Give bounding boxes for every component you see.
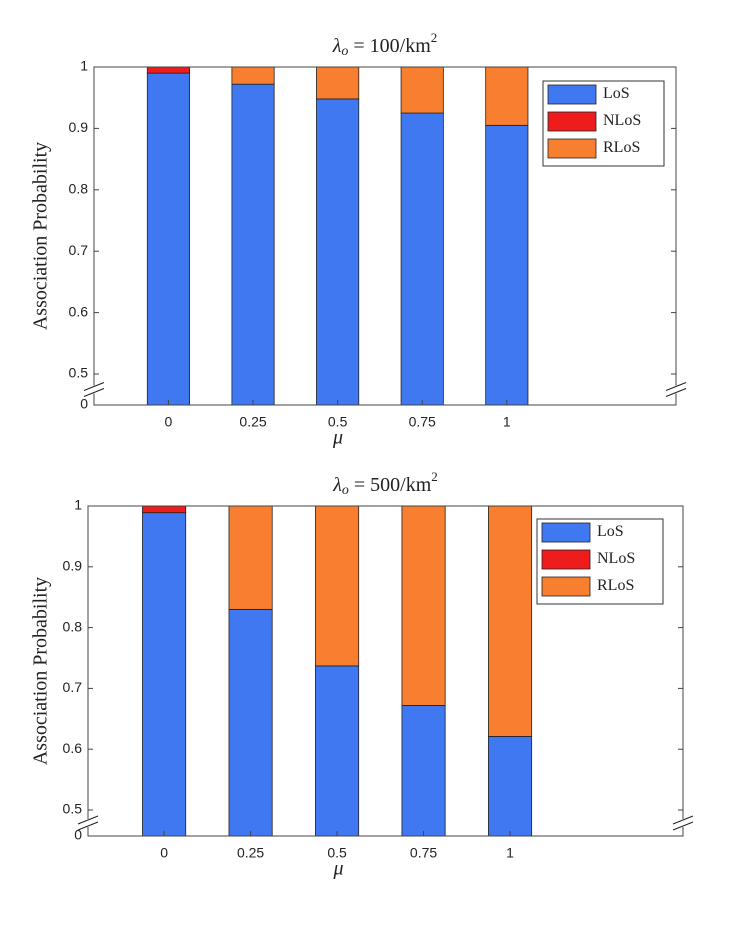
y-tick-label: 0.6 <box>63 740 83 756</box>
title-subscript: o <box>341 44 348 59</box>
x-axis-label: μ <box>332 858 343 880</box>
title-symbol: λ <box>332 474 342 496</box>
y-tick-label: 0.8 <box>69 181 89 197</box>
x-tick-label: 1 <box>506 845 514 861</box>
x-tick-label: 0.75 <box>410 845 437 861</box>
y-tick-label: 0.8 <box>63 618 83 634</box>
legend-swatch <box>547 84 597 105</box>
bar-segment <box>231 83 275 406</box>
plot-frame <box>93 66 677 406</box>
y-tick-label: 1 <box>74 497 82 513</box>
x-tick-label: 0.5 <box>328 414 348 430</box>
x-tick-label: 0.25 <box>237 845 264 861</box>
x-tick-label: 0.5 <box>327 845 347 861</box>
bar-segment <box>401 505 446 706</box>
axis-break-mark <box>665 388 687 397</box>
axis-break-mark <box>665 382 687 391</box>
legend-swatch <box>541 576 591 597</box>
axis-break-gap <box>673 385 679 394</box>
bar-segment <box>146 72 190 406</box>
y-tick-label: 0.7 <box>69 242 89 258</box>
axis-break-mark <box>77 821 99 831</box>
bar-segment <box>228 608 273 837</box>
axis-break-gap <box>680 819 686 827</box>
bar-segment <box>488 505 533 737</box>
axis-break-gap <box>91 385 97 394</box>
y-tick-label: 0 <box>74 827 82 843</box>
y-tick-label: 0.6 <box>69 303 89 319</box>
bar-segment <box>400 112 444 406</box>
legend-swatch <box>547 138 597 159</box>
y-axis-label: Association Probability <box>30 142 52 330</box>
bar-segment <box>485 124 529 406</box>
x-tick-label: 1 <box>503 414 511 430</box>
legend-label: LoS <box>603 85 630 102</box>
legend-swatch <box>547 111 597 132</box>
y-axis-label: Association Probability <box>30 577 52 765</box>
axis-break-mark <box>83 388 105 397</box>
legend-swatch <box>541 549 591 570</box>
axis-break-mark <box>672 815 694 825</box>
y-tick-label: 0 <box>80 396 88 412</box>
title-superscript: 2 <box>431 30 438 45</box>
x-tick-label: 0.25 <box>239 414 266 430</box>
legend-label: RLoS <box>597 577 634 594</box>
bar-segment <box>142 512 187 837</box>
title-subscript: o <box>342 483 349 498</box>
x-axis-label: μ <box>332 427 343 449</box>
bar-segment <box>401 705 446 837</box>
bar-segment <box>316 98 360 406</box>
legend-label: NLoS <box>603 112 641 129</box>
y-tick-label: 1 <box>80 58 88 74</box>
bar-segment <box>400 66 444 114</box>
bar-segment <box>146 66 190 74</box>
x-tick-label: 0 <box>160 845 168 861</box>
legend-label: LoS <box>597 523 624 540</box>
chart-title: λo = 100/km2 <box>332 30 438 59</box>
legend-swatch <box>541 522 591 543</box>
y-tick-label: 0.5 <box>69 365 89 381</box>
title-symbol: λ <box>332 35 342 57</box>
bar-segment <box>488 736 533 837</box>
bar-segment <box>231 66 275 85</box>
plot-frame <box>87 505 684 837</box>
axis-break-mark <box>77 815 99 825</box>
y-tick-label: 0.7 <box>63 679 83 695</box>
title-text: = 500/km <box>349 474 432 496</box>
bar-segment <box>228 505 273 610</box>
axis-break-mark <box>83 382 105 391</box>
title-text: = 100/km <box>348 35 431 57</box>
chart-title: λo = 500/km2 <box>332 469 438 498</box>
y-tick-label: 0.5 <box>63 801 83 817</box>
y-tick-label: 0.9 <box>63 558 83 574</box>
axis-break-mark <box>672 821 694 831</box>
bar-segment <box>142 505 187 514</box>
bar-segment <box>316 66 360 100</box>
bar-segment <box>315 505 360 667</box>
x-tick-label: 0 <box>165 414 173 430</box>
title-superscript: 2 <box>431 469 438 484</box>
bar-segment <box>485 66 529 126</box>
axis-break-gap <box>85 819 91 827</box>
legend-label: NLoS <box>597 550 635 567</box>
bar-segment <box>315 665 360 837</box>
y-tick-label: 0.9 <box>69 119 89 135</box>
legend-label: RLoS <box>603 139 640 156</box>
x-tick-label: 0.75 <box>409 414 436 430</box>
